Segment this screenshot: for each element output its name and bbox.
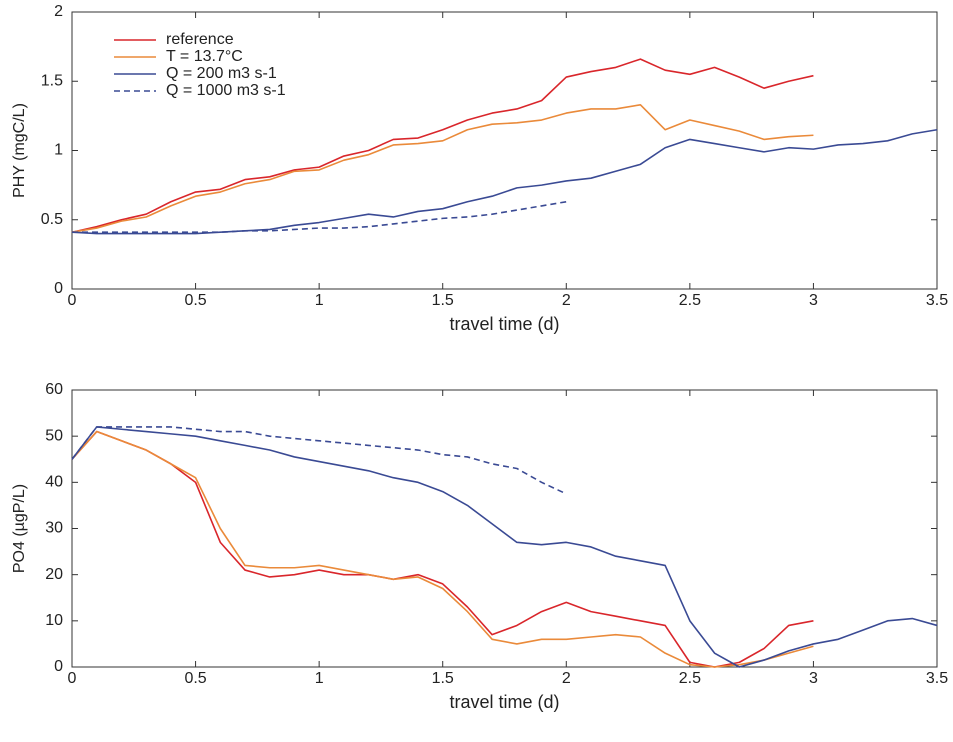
legend-label: T = 13.7°C	[166, 48, 243, 65]
y-tick-label: 0	[54, 280, 63, 297]
y-axis-label: PO4 (µgP/L)	[11, 484, 28, 573]
y-axis-label: PHY (mgC/L)	[11, 103, 28, 198]
series-line	[72, 200, 567, 234]
series-line	[71, 58, 814, 234]
axes-frame	[71, 11, 938, 290]
axes-frame	[71, 389, 938, 668]
x-axis-label: travel time (d)	[449, 692, 559, 712]
x-tick-label: 0.5	[184, 292, 206, 309]
series-line	[71, 430, 814, 668]
x-tick-label: 1	[315, 292, 324, 309]
y-tick-label: 20	[45, 566, 63, 583]
x-tick-label: 2.5	[679, 292, 701, 309]
y-tick-label: 1	[54, 142, 63, 159]
x-tick-label: 1.5	[432, 292, 454, 309]
y-tick-label: 10	[45, 612, 63, 629]
series-line	[71, 430, 814, 668]
series-line	[71, 103, 814, 234]
x-tick-label: 1.5	[432, 670, 454, 687]
y-tick-label: 1.5	[41, 72, 63, 89]
x-axis-label: travel time (d)	[449, 314, 559, 334]
x-tick-label: 3	[809, 292, 818, 309]
y-tick-label: 50	[45, 427, 63, 444]
legend-label: reference	[166, 31, 234, 48]
x-tick-label: 3.5	[926, 292, 948, 309]
y-tick-label: 2	[54, 3, 63, 20]
x-tick-label: 2	[562, 292, 571, 309]
x-tick-label: 0	[68, 670, 77, 687]
x-tick-label: 3	[809, 670, 818, 687]
y-tick-label: 40	[45, 474, 63, 491]
y-tick-label: 30	[45, 520, 63, 537]
legend-label: Q = 200 m3 s-1	[166, 65, 277, 82]
x-tick-label: 0	[68, 292, 77, 309]
plot: 0 0.5 1 1.5 2 2.5 3 3.5 0 10 20 30 40 50 60 travel time…	[11, 381, 948, 712]
x-tick-label: 2	[562, 670, 571, 687]
y-tick-label: 60	[45, 381, 63, 398]
x-tick-label: 0.5	[184, 670, 206, 687]
x-tick-label: 1	[315, 670, 324, 687]
y-tick-label: 0	[54, 658, 63, 675]
series-line	[71, 426, 567, 495]
legend-label: Q = 1000 m3 s-1	[166, 82, 286, 99]
y-tick-label: 0.5	[41, 211, 63, 228]
x-tick-label: 3.5	[926, 670, 948, 687]
series-line	[71, 426, 938, 668]
x-tick-label: 2.5	[679, 670, 701, 687]
series-line	[71, 128, 938, 235]
